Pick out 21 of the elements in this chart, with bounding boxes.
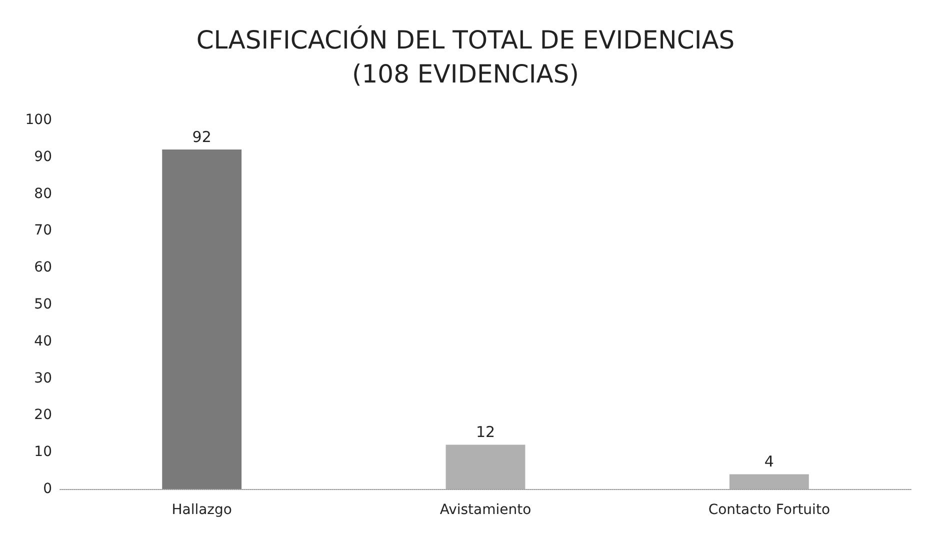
y-tick-label: 90 — [34, 148, 52, 165]
y-tick-label: 0 — [43, 481, 52, 497]
x-tick-label: Contacto Fortuito — [708, 502, 830, 518]
y-tick-label: 80 — [34, 186, 52, 202]
y-tick-label: 20 — [34, 407, 52, 424]
y-tick-label: 60 — [34, 260, 52, 276]
y-tick-label: 10 — [34, 444, 52, 460]
bar — [446, 444, 526, 489]
y-tick-label: 100 — [25, 112, 52, 128]
y-tick-label: 70 — [34, 222, 52, 239]
data-label: 92 — [192, 128, 212, 146]
bar — [729, 474, 809, 489]
data-label: 12 — [476, 423, 496, 442]
x-tick-label: Hallazgo — [172, 502, 232, 518]
bar — [162, 150, 242, 489]
chart-title: CLASIFICACIÓN DEL TOTAL DE EVIDENCIAS (108 EVIDENCIAS) — [196, 24, 735, 88]
x-tick-label: Avistamiento — [440, 502, 532, 518]
y-tick-label: 50 — [34, 296, 52, 312]
data-label: 4 — [764, 452, 774, 471]
y-tick-label: 40 — [34, 333, 52, 350]
y-tick-label: 30 — [34, 370, 52, 386]
